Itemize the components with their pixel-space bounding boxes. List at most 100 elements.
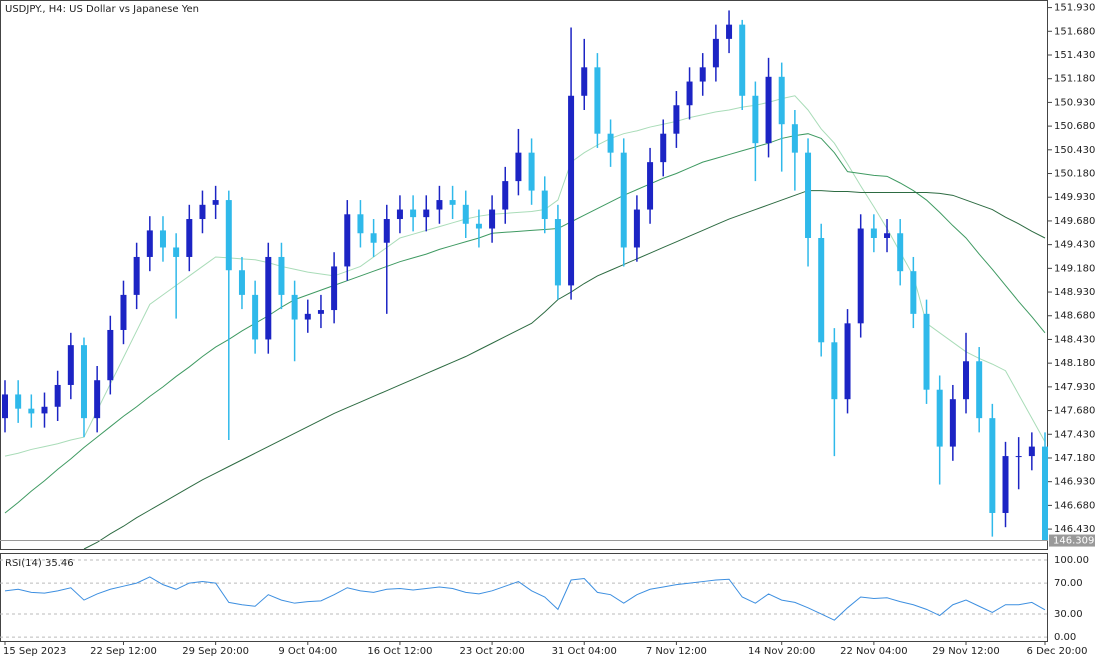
x-tick-label: 29 Nov 12:00: [932, 646, 999, 657]
y-tick-label: 147.430: [1054, 429, 1095, 440]
candle-body: [739, 24, 746, 96]
candle-body: [344, 214, 351, 267]
y-tick-label: 148.930: [1054, 287, 1095, 298]
rsi-tick-label: 0.00: [1054, 632, 1076, 643]
y-tick-label: 150.430: [1054, 145, 1095, 156]
candle-body: [54, 384, 61, 407]
x-tick-label: 16 Oct 12:00: [367, 646, 432, 657]
candle-body: [726, 24, 733, 39]
candle-body: [304, 313, 311, 320]
x-tick-label: 29 Sep 20:00: [182, 646, 249, 657]
candle-body: [317, 310, 324, 314]
candle-body: [120, 294, 127, 330]
candle-body: [436, 200, 443, 210]
y-tick-label: 149.180: [1054, 263, 1095, 274]
candle-body: [1028, 446, 1035, 457]
rsi-title: RSI(14) 35.46: [5, 558, 74, 569]
candle-body: [186, 219, 193, 257]
candle-body: [357, 214, 364, 234]
y-tick-label: 149.430: [1054, 240, 1095, 251]
y-tick-label: 149.680: [1054, 216, 1095, 227]
candle-body: [80, 345, 87, 419]
candle-body: [673, 105, 680, 134]
candle-body: [462, 204, 469, 224]
candle-body: [884, 233, 891, 238]
rsi-tick-label: 30.00: [1054, 609, 1083, 620]
y-tick-label: 147.930: [1054, 382, 1095, 393]
candle-body: [528, 152, 535, 191]
candle-body: [844, 323, 851, 400]
moving-average: [4, 95, 1046, 457]
candle-body: [238, 270, 245, 295]
candle-body: [699, 67, 706, 82]
candle-body: [831, 342, 838, 400]
candle-body: [1002, 456, 1009, 513]
rsi-tick-label: 70.00: [1054, 578, 1083, 589]
candle-body: [712, 38, 719, 68]
candle-body: [620, 152, 627, 248]
candle-body: [989, 418, 996, 513]
candle-body: [449, 200, 456, 205]
candle-body: [633, 209, 640, 248]
candle-body: [107, 329, 114, 381]
last-price-label: 146.309: [1053, 536, 1094, 547]
x-tick-label: 31 Oct 04:00: [552, 646, 617, 657]
candle-body: [805, 152, 812, 238]
candle-body: [423, 209, 430, 218]
main-pane: [0, 0, 1048, 550]
candle-body: [541, 190, 548, 220]
y-tick-label: 150.930: [1054, 97, 1095, 108]
candle-body: [489, 209, 496, 229]
y-tick-label: 151.430: [1054, 50, 1095, 61]
candle-body: [41, 406, 48, 414]
candle-body: [765, 76, 772, 144]
candle-body: [949, 399, 956, 447]
x-tick-label: 14 Nov 20:00: [748, 646, 815, 657]
y-tick-label: 146.930: [1054, 477, 1095, 488]
candle-body: [554, 219, 561, 286]
candle-body: [396, 209, 403, 220]
x-tick-label: 6 Dec 20:00: [1027, 646, 1088, 657]
candle-body: [331, 266, 338, 311]
candle-body: [910, 271, 917, 314]
candle-body: [502, 181, 509, 210]
y-tick-label: 148.680: [1054, 311, 1095, 322]
candle-body: [133, 256, 140, 295]
candle-body: [660, 133, 667, 163]
candle-body: [159, 230, 166, 248]
candle-body: [1015, 456, 1022, 458]
x-tick-label: 23 Oct 20:00: [459, 646, 524, 657]
candle-body: [67, 345, 74, 385]
candle-body: [291, 294, 298, 320]
y-tick-label: 150.180: [1054, 169, 1095, 180]
y-tick-label: 147.180: [1054, 453, 1095, 464]
candle-body: [212, 200, 219, 205]
moving-average: [4, 133, 1046, 514]
y-tick-label: 148.180: [1054, 358, 1095, 369]
candle-body: [752, 95, 759, 144]
y-tick-label: 151.680: [1054, 26, 1095, 37]
candle-body: [791, 124, 798, 153]
candle-body: [146, 230, 153, 257]
candle-body: [15, 394, 22, 409]
candle-body: [870, 228, 877, 238]
y-tick-label: 146.680: [1054, 500, 1095, 511]
candle-body: [94, 380, 101, 419]
candle-body: [568, 95, 575, 286]
y-tick-label: 149.930: [1054, 192, 1095, 203]
candle-body: [173, 247, 180, 257]
candle-body: [594, 67, 601, 134]
candle-body: [515, 152, 522, 182]
candle-body: [28, 408, 35, 414]
x-tick-label: 7 Nov 12:00: [646, 646, 707, 657]
candle-body: [923, 313, 930, 390]
candle-body: [857, 228, 864, 324]
x-tick-label: 22 Sep 12:00: [90, 646, 157, 657]
candle-body: [1042, 446, 1048, 541]
rsi-tick-label: 100.00: [1054, 555, 1089, 566]
y-tick-label: 151.930: [1054, 3, 1095, 14]
candle-body: [936, 389, 943, 447]
y-tick-label: 151.180: [1054, 74, 1095, 85]
candle-body: [265, 256, 272, 340]
